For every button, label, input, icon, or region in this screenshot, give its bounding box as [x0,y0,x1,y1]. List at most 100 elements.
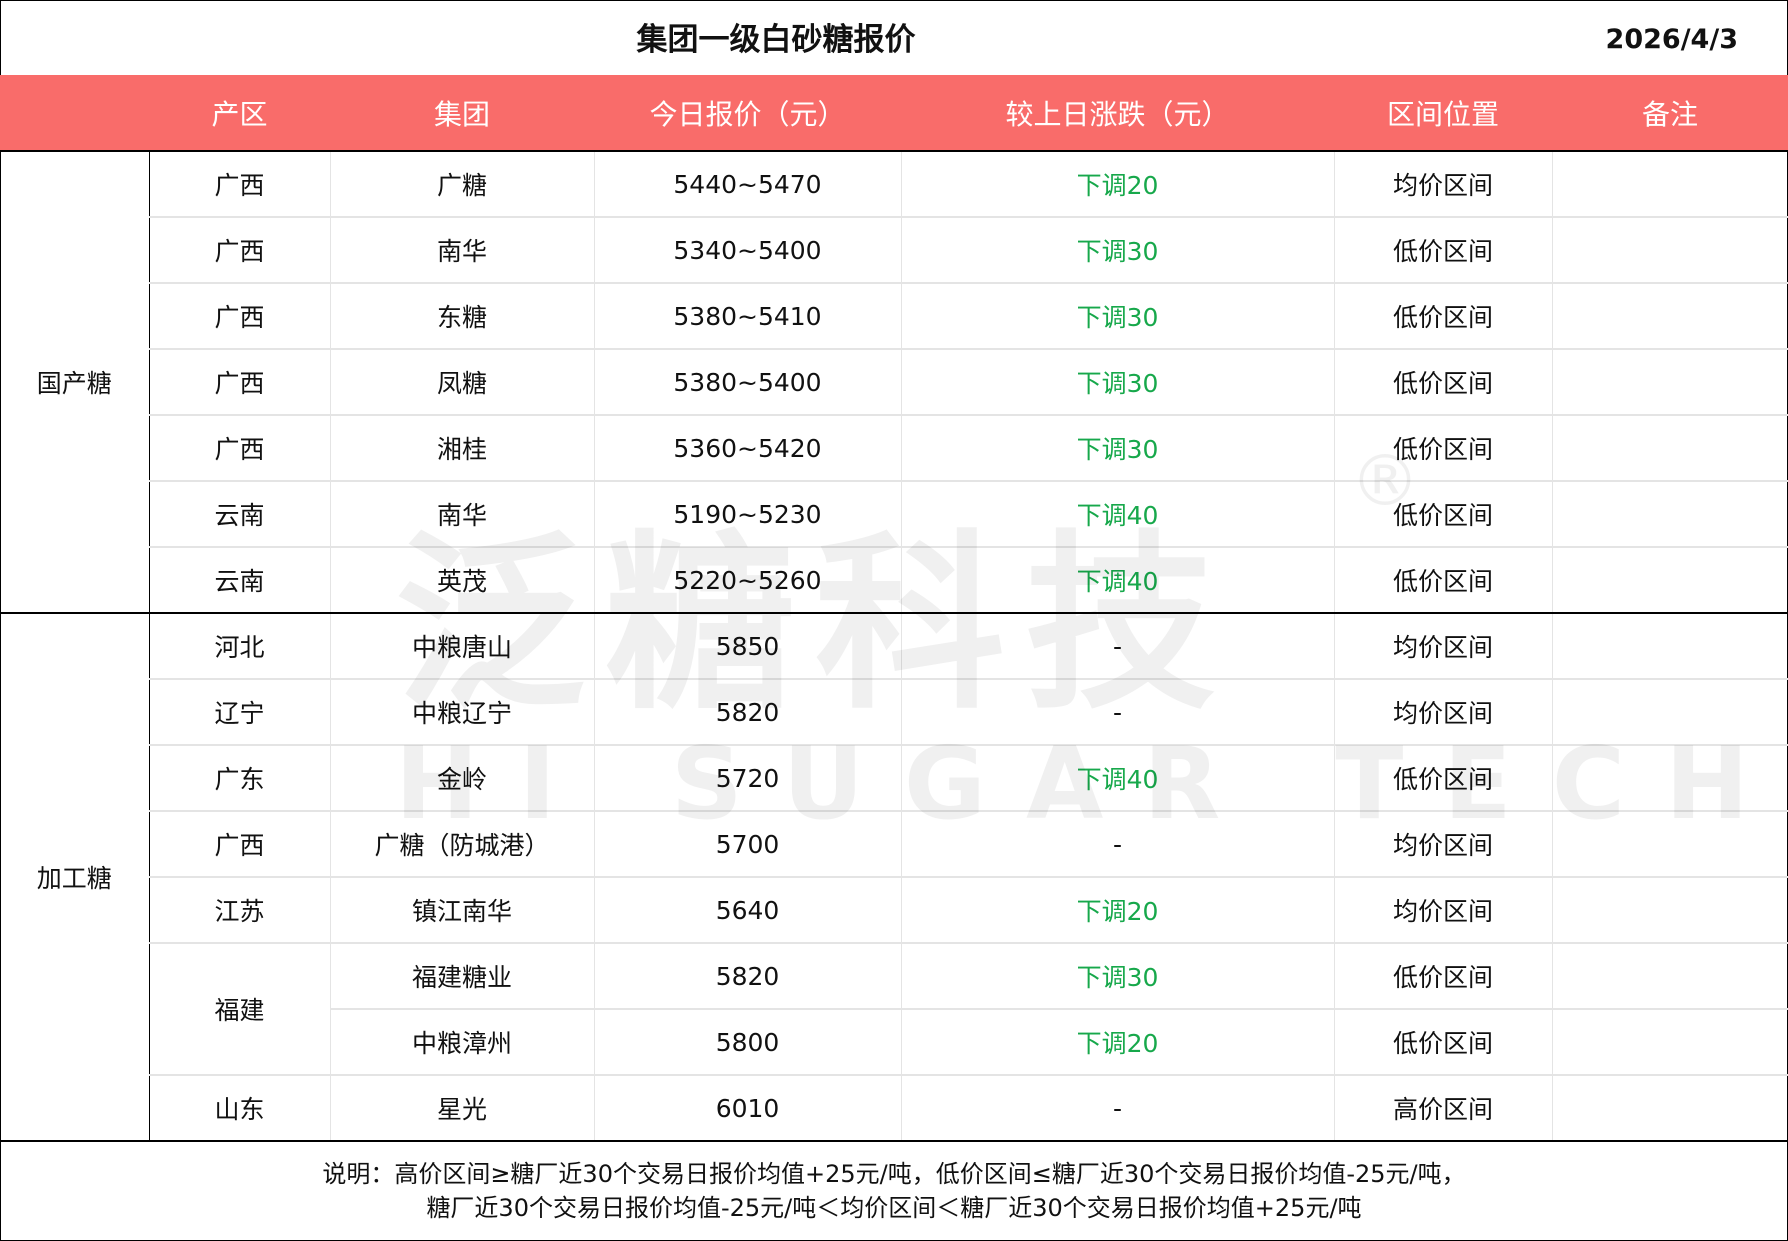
table-row: 广西 南华 5340~5400 下调30 低价区间 [0,217,1788,284]
price-cell: 5850 [594,613,902,680]
group-cell: 中粮漳州 [330,1009,595,1076]
group-cell: 英茂 [330,547,595,614]
column-header: 备注 [1552,75,1788,152]
region-cell: 广西 [149,283,331,350]
table-row: 中粮漳州 5800 下调20 低价区间 [0,1009,1788,1076]
position-cell: 低价区间 [1334,415,1553,482]
group-cell: 广糖（防城港） [330,811,595,878]
note-cell [1552,613,1788,680]
column-header: 区间位置 [1334,75,1552,152]
group-cell: 南华 [330,217,595,284]
change-cell: 下调30 [901,415,1335,482]
table-row: 广东 金岭 5720 下调40 低价区间 [0,745,1788,812]
table-row: 云南 英茂 5220~5260 下调40 低价区间 [0,547,1788,614]
page-title: 集团一级白砂糖报价 [636,22,916,58]
note-cell [1552,349,1788,416]
note-cell [1552,415,1788,482]
column-header: 今日报价（元） [594,75,901,152]
region-cell: 广西 [149,415,331,482]
price-cell: 5820 [594,679,902,746]
price-cell: 5190~5230 [594,481,902,548]
region-cell: 广西 [149,217,331,284]
region-cell: 云南 [149,547,331,614]
price-cell: 5640 [594,877,902,944]
group-cell: 广糖 [330,151,595,218]
note-cell [1552,481,1788,548]
group-cell: 福建糖业 [330,943,595,1010]
region-cell: 福建 [149,943,331,1076]
region-cell: 云南 [149,481,331,548]
table-row: 国产糖 广西 广糖 5440~5470 下调20 均价区间 [0,151,1788,614]
price-cell: 5800 [594,1009,902,1076]
price-cell: 5720 [594,745,902,812]
position-cell: 低价区间 [1334,481,1553,548]
category-cell: 加工糖 [0,613,150,1142]
table-row: 广西 东糖 5380~5410 下调30 低价区间 [0,283,1788,350]
column-header: 集团 [330,75,594,152]
column-header: 产区 [149,75,330,152]
region-cell: 河北 [149,613,331,680]
footer-note: 说明：高价区间≥糖厂近30个交易日报价均值+25元/吨，低价区间≤糖厂近30个交… [0,1140,1788,1241]
region-cell: 辽宁 [149,679,331,746]
region-cell: 广西 [149,811,331,878]
change-cell: 下调30 [901,283,1335,350]
table-row: 加工糖 河北 中粮唐山 5850- 均价区间 [0,613,1788,1142]
change-cell: 下调40 [901,547,1335,614]
column-header: 较上日涨跌（元） [901,75,1334,152]
price-cell: 5380~5410 [594,283,902,350]
group-cell: 湘桂 [330,415,595,482]
note-cell [1552,943,1788,1010]
table-row: 福建 福建糖业 5820 下调30 低价区间 [0,943,1788,1076]
column-header [0,75,149,152]
group-cell: 凤糖 [330,349,595,416]
note-cell [1552,877,1788,944]
price-cell: 5380~5400 [594,349,902,416]
table-row: 广西 广糖（防城港） 5700- 均价区间 [0,811,1788,878]
change-cell: - [901,1075,1335,1142]
position-cell: 均价区间 [1334,877,1553,944]
position-cell: 低价区间 [1334,217,1553,284]
note-cell [1552,217,1788,284]
change-cell: - [901,613,1335,680]
change-cell: 下调30 [901,349,1335,416]
table-row: 广西 湘桂 5360~5420 下调30 低价区间 [0,415,1788,482]
note-cell [1552,1075,1788,1142]
group-cell: 星光 [330,1075,595,1142]
change-cell: 下调20 [901,1009,1335,1076]
table-row: 广西 凤糖 5380~5400 下调30 低价区间 [0,349,1788,416]
price-cell: 5360~5420 [594,415,902,482]
position-cell: 均价区间 [1334,151,1553,218]
change-cell: 下调30 [901,943,1335,1010]
region-cell: 广东 [149,745,331,812]
price-table: 产区 集团 今日报价（元） 较上日涨跌（元） 区间位置 备注 国产糖 广西 广糖 5440~54… [0,75,1788,1142]
change-cell: 下调20 [901,877,1335,944]
group-cell: 镇江南华 [330,877,595,944]
table-row: 云南 南华 5190~5230 下调40 低价区间 [0,481,1788,548]
price-cell: 6010 [594,1075,902,1142]
note-cell [1552,151,1788,218]
group-cell: 南华 [330,481,595,548]
change-cell: 下调40 [901,481,1335,548]
group-cell: 中粮辽宁 [330,679,595,746]
change-cell: - [901,811,1335,878]
price-cell: 5340~5400 [594,217,902,284]
region-cell: 广西 [149,151,331,218]
note-cell [1552,1009,1788,1076]
position-cell: 低价区间 [1334,943,1553,1010]
position-cell: 低价区间 [1334,283,1553,350]
footer-line-2: 糖厂近30个交易日报价均值-25元/吨＜均价区间＜糖厂近30个交易日报价均值+2… [426,1193,1362,1222]
position-cell: 低价区间 [1334,1009,1553,1076]
report-date: 2026/4/3 [1605,24,1738,55]
change-cell: 下调30 [901,217,1335,284]
group-cell: 金岭 [330,745,595,812]
region-cell: 江苏 [149,877,331,944]
price-cell: 5820 [594,943,902,1010]
table-row: 山东 星光 6010- 高价区间 [0,1075,1788,1142]
position-cell: 低价区间 [1334,547,1553,614]
price-cell: 5700 [594,811,902,878]
note-cell [1552,283,1788,350]
footer-line-1: 说明：高价区间≥糖厂近30个交易日报价均值+25元/吨，低价区间≤糖厂近30个交… [322,1159,1466,1188]
registered-mark: ® [1350,440,1420,522]
position-cell: 均价区间 [1334,613,1553,680]
position-cell: 均价区间 [1334,679,1553,746]
